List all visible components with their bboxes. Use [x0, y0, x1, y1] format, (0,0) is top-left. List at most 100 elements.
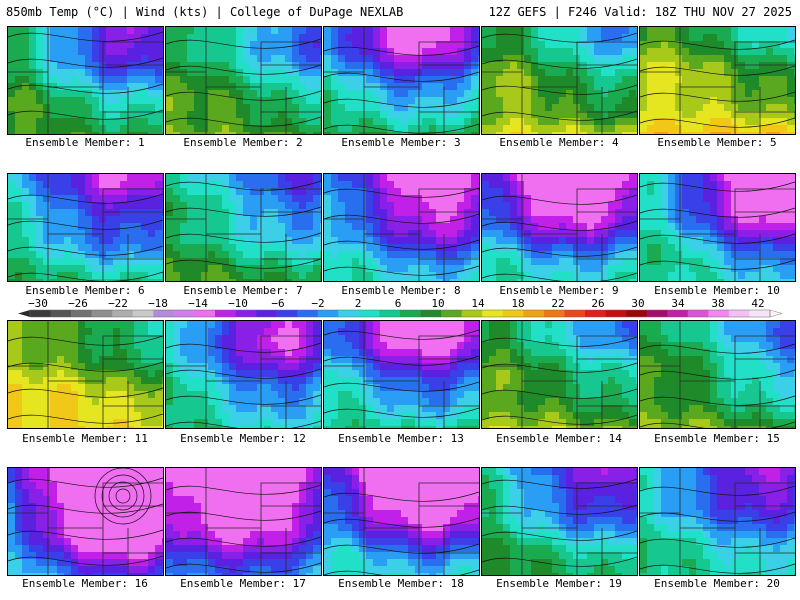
colorbar-tick-label: 2 [355, 297, 362, 310]
isotherm-contour [324, 265, 479, 276]
state-borders [324, 468, 479, 575]
ensemble-member-label: Ensemble Member: 13 [338, 432, 464, 445]
isotherm-contour [482, 530, 637, 541]
isotherm-contour [482, 556, 637, 567]
ensemble-panel [165, 320, 322, 429]
colorbar-swatch [461, 310, 483, 317]
colorbar-swatch [400, 310, 421, 317]
isotherm-contour [8, 387, 163, 398]
isotherm-contour [324, 517, 479, 528]
ensemble-panel [7, 26, 164, 135]
temperature-field-map [166, 321, 321, 428]
colorbar-swatch [30, 310, 51, 317]
isotherm-contour [482, 84, 637, 95]
isotherm-contour [166, 116, 321, 127]
colorbar-tick-label: 42 [751, 297, 764, 310]
temperature-field-map [8, 27, 163, 134]
isotherm-contour [482, 194, 637, 205]
isotherm-contour [8, 271, 163, 281]
state-borders [482, 174, 637, 281]
colorbar-swatch [749, 310, 771, 317]
temperature-field-map [482, 27, 637, 134]
state-borders [166, 174, 321, 281]
isotherm-contour [324, 187, 479, 198]
temperature-field-map [8, 468, 163, 575]
colorbar-tick-label: 38 [711, 297, 724, 310]
isotherm-contour [324, 239, 479, 250]
low-pressure-contour [101, 474, 145, 518]
ensemble-panel [481, 26, 638, 135]
ensemble-member-label: Ensemble Member: 11 [22, 432, 148, 445]
ensemble-member-label: Ensemble Member: 8 [341, 284, 461, 297]
header: 850mb Temp (°C) | Wind (kts) | College o… [0, 0, 800, 22]
isotherm-contour [482, 58, 637, 69]
colorbar-tick-label: 10 [431, 297, 444, 310]
isotherm-contour [324, 543, 479, 554]
temperature-field-map [324, 321, 479, 428]
isotherm-contour [482, 272, 637, 281]
ensemble-member-label: Ensemble Member: 20 [654, 577, 780, 590]
isotherm-contour [166, 180, 321, 191]
colorbar-tick-label: 34 [671, 297, 685, 310]
colorbar-swatch [420, 310, 442, 317]
isotherm-contour [8, 83, 163, 94]
colorbar-tick-label: 30 [631, 297, 644, 310]
isotherm-contour [166, 342, 321, 353]
isotherm-contour [166, 420, 321, 428]
isotherm-contour [640, 485, 795, 496]
isotherm-contour [166, 394, 321, 405]
colorbar-swatch [687, 310, 709, 317]
colorbar-max-arrow [769, 309, 783, 318]
ensemble-panel [165, 173, 322, 282]
colorbar-swatch [112, 310, 134, 317]
ensemble-member-label: Ensemble Member: 3 [341, 136, 461, 149]
isotherm-contour [8, 245, 163, 256]
isotherm-contour [640, 259, 795, 270]
ensemble-panel [7, 320, 164, 429]
isotherm-contour [324, 569, 479, 575]
state-borders [482, 321, 637, 428]
isotherm-contour [324, 123, 479, 134]
temperature-field-map [324, 174, 479, 281]
ensemble-panel [323, 26, 480, 135]
colorbar-swatch [71, 310, 92, 317]
isotherm-contour [8, 413, 163, 424]
colorbar-swatch [482, 310, 504, 317]
colorbar-swatch [132, 310, 154, 317]
isotherm-contour [166, 484, 321, 495]
ensemble-panel [7, 173, 164, 282]
state-borders [8, 321, 163, 428]
ensemble-panel [323, 467, 480, 576]
colorbar-tick-label: 14 [471, 297, 485, 310]
isotherm-contour [482, 414, 637, 425]
isotherm-contour [640, 65, 795, 76]
colorbar-swatch [173, 310, 195, 317]
ensemble-member-label: Ensemble Member: 4 [499, 136, 619, 149]
colorbar-swatch [441, 310, 462, 317]
temperature-field-map [640, 27, 795, 134]
colorbar-tick-label: −22 [108, 297, 128, 310]
isotherm-contour [166, 64, 321, 75]
isotherm-contour [324, 407, 479, 418]
colorbar-swatch [523, 310, 545, 317]
temperature-field-map [8, 321, 163, 428]
isotherm-contour [324, 97, 479, 108]
colorbar-tick-label: −2 [311, 297, 324, 310]
colorbar-swatch [215, 310, 236, 317]
isotherm-contour [482, 220, 637, 231]
isotherm-contour [640, 343, 795, 354]
isotherm-contour [640, 421, 795, 428]
ensemble-member-label: Ensemble Member: 1 [25, 136, 145, 149]
isotherm-contour [8, 503, 163, 514]
temperature-field-map [324, 27, 479, 134]
temperature-field-map [640, 468, 795, 575]
isotherm-contour [640, 181, 795, 192]
ensemble-panel [165, 26, 322, 135]
colorbar-min-arrow [18, 310, 30, 317]
isotherm-contour [640, 91, 795, 102]
colorbar-tick-label: 6 [395, 297, 402, 310]
temperature-field-map [324, 468, 479, 575]
colorbar-tick-label: −6 [271, 297, 284, 310]
isotherm-contour [640, 39, 795, 50]
colorbar-swatch [358, 310, 380, 317]
